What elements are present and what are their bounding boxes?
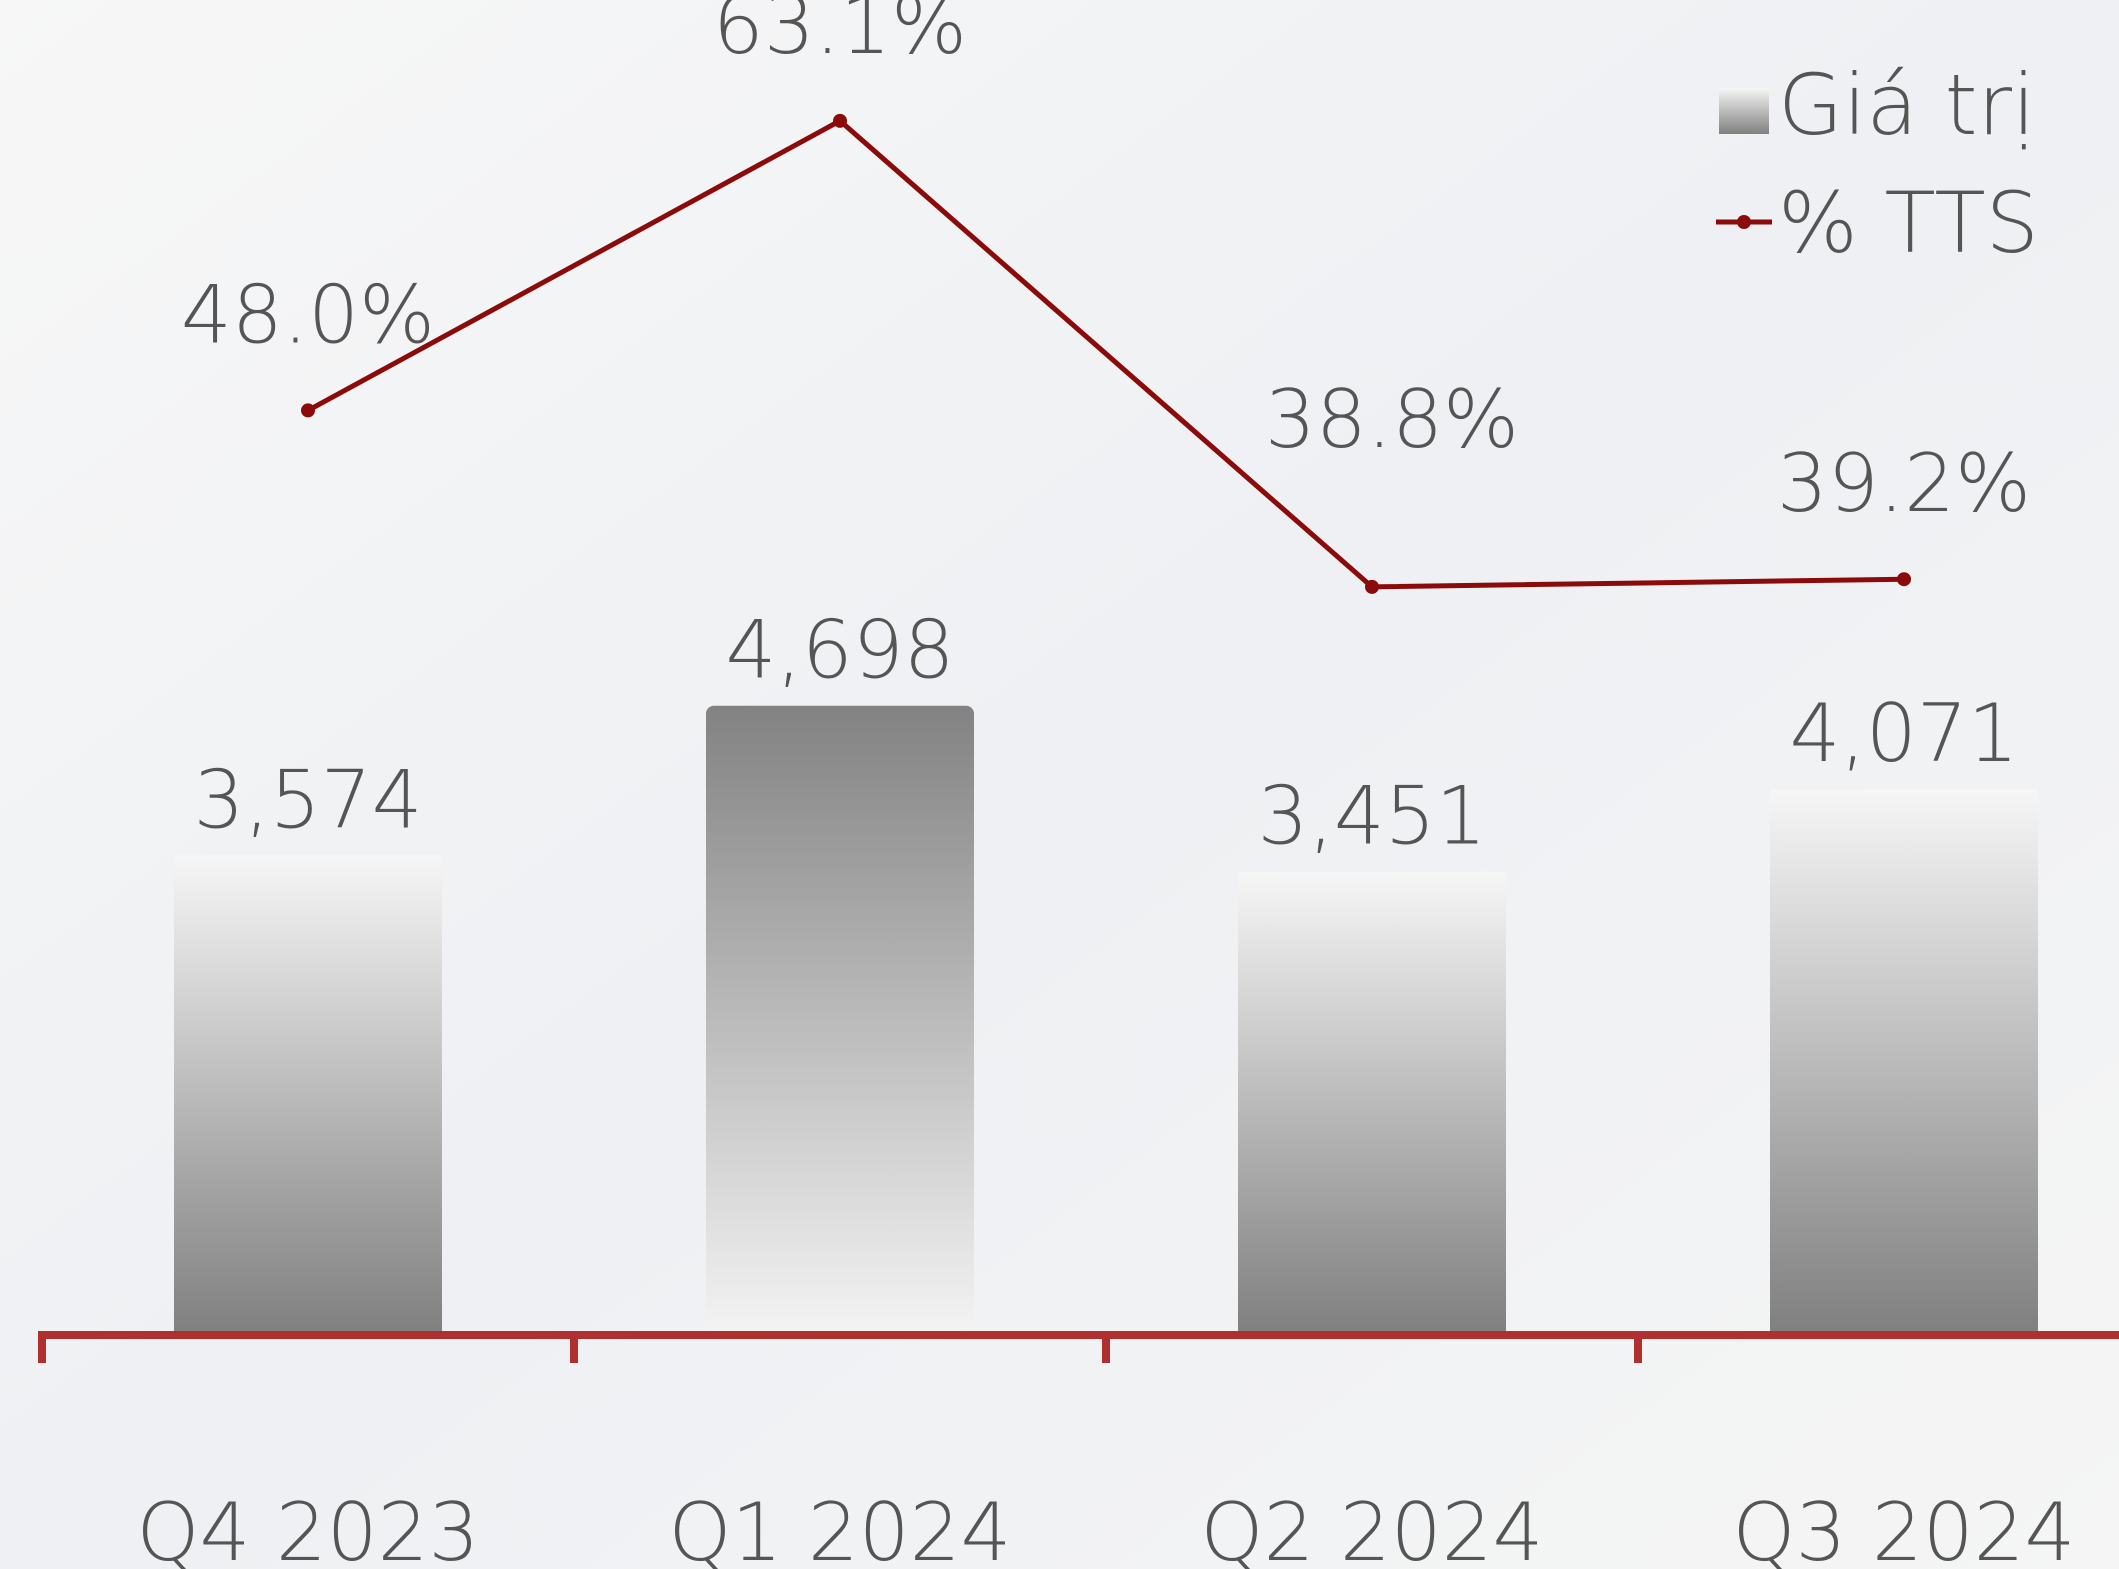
bar-value-label: 3,451 xyxy=(1257,770,1486,863)
legend-label: % TTS xyxy=(1778,174,2039,272)
line-point xyxy=(301,403,315,418)
legend-swatch-point xyxy=(1737,215,1751,229)
line xyxy=(306,117,1905,590)
x-tick-label: Q4 2023 xyxy=(137,1486,480,1569)
line-value-label: 63.1% xyxy=(713,0,967,72)
bar-value-label: 3,574 xyxy=(193,753,422,846)
line-point xyxy=(833,113,847,128)
bar xyxy=(706,705,974,1331)
x-tick-label: Q3 2024 xyxy=(1733,1486,2076,1569)
bar-value-label: 4,698 xyxy=(725,604,954,697)
line-value-label: 39.2% xyxy=(1777,437,2031,530)
x-tick-label: Q1 2024 xyxy=(669,1486,1012,1569)
bar-value-label: 4,071 xyxy=(1789,687,2018,780)
bar xyxy=(1238,871,1506,1331)
legend-swatch-bar xyxy=(1719,88,1769,134)
bar xyxy=(1770,789,2038,1331)
x-tick-label: Q2 2024 xyxy=(1201,1486,1544,1569)
line-point xyxy=(1897,572,1911,587)
line-value-label: 48.0% xyxy=(181,268,435,361)
line-value-label: 38.8% xyxy=(1265,373,1519,466)
legend-label: Giá trị xyxy=(1778,56,2035,154)
bar xyxy=(174,855,442,1331)
line-point xyxy=(1365,579,1379,594)
